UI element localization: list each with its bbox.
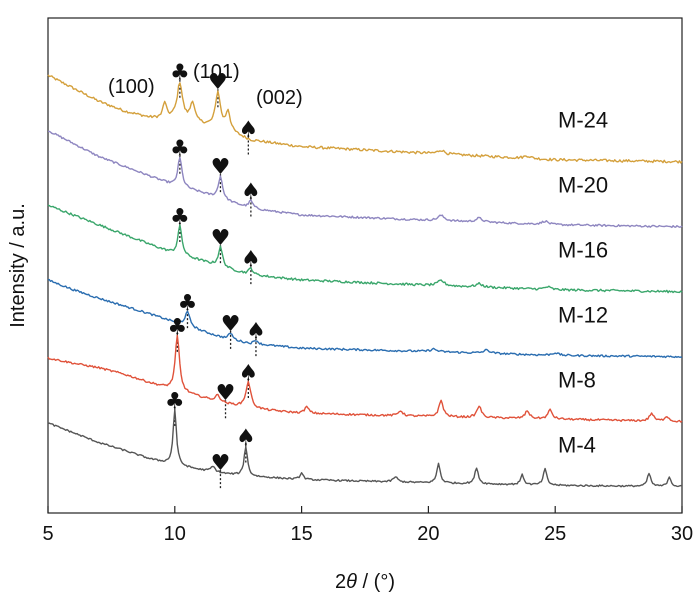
- marker-002-M-4: ♠: [236, 425, 256, 450]
- series-line-M-20: [48, 130, 683, 229]
- marker-100-M-24: ♣: [170, 61, 190, 86]
- x-axis-title-symbol: θ: [346, 571, 357, 593]
- marker-100-M-16: ♣: [170, 205, 190, 230]
- marker-100-M-20: ♣: [170, 137, 190, 162]
- marker-100-M-8: ♣: [167, 315, 187, 340]
- marker-002-M-16: ♠: [241, 247, 261, 272]
- marker-100-M-4: ♣: [165, 389, 185, 414]
- x-tick-label-25: 25: [544, 523, 566, 545]
- peak-index-labels: (100) (101) (002): [108, 61, 303, 109]
- marker-101-M-8: ♥: [216, 381, 236, 406]
- marker-002-M-20: ♠: [241, 180, 261, 205]
- x-tick-label-5: 5: [42, 523, 53, 545]
- y-axis-title: Intensity / a.u.: [7, 203, 29, 328]
- series-label-M-8: M-8: [558, 367, 596, 392]
- series-line-M-16: [47, 204, 683, 294]
- series-labels: M-24 M-20 M-16 M-12 M-8 M-4: [558, 107, 608, 457]
- marker-002-M-8: ♠: [238, 361, 258, 386]
- x-axis-title-suffix: / (°): [357, 571, 395, 593]
- series-label-M-24: M-24: [558, 107, 608, 132]
- marker-101-M-4: ♥: [211, 451, 231, 476]
- series-line-M-12: [47, 278, 683, 359]
- marker-100-M-12: ♣: [178, 291, 198, 316]
- marker-002-M-24: ♠: [238, 117, 258, 142]
- plot-frame: [47, 17, 683, 514]
- marker-101-M-16: ♥: [211, 226, 231, 251]
- x-axis-ticks: 5 10 15 20 25 30: [42, 506, 693, 545]
- x-tick-label-30: 30: [671, 523, 693, 545]
- peak-markers: ♣ ♥♠♣♥♠♣♥♠♣♥ ♠♣♥♠♣♥♠: [165, 61, 266, 476]
- x-axis-title: 2θ / (°): [335, 571, 395, 593]
- marker-002-M-12: ♠: [246, 319, 266, 344]
- marker-101-M-20: ♥: [211, 155, 231, 180]
- peak-label-0: (100): [108, 76, 155, 98]
- x-tick-label-10: 10: [164, 523, 186, 545]
- series-line-M-8: [47, 334, 683, 423]
- peak-label-1: (101): [193, 61, 240, 83]
- x-tick-label-15: 15: [290, 523, 312, 545]
- plot-border: [47, 17, 683, 514]
- marker-101-M-24: ♥: [208, 70, 228, 95]
- peak-label-2: (002): [256, 87, 303, 109]
- series-label-M-4: M-4: [558, 432, 596, 457]
- series-label-M-16: M-16: [558, 237, 608, 262]
- peak-guide-lines: [174, 79, 257, 491]
- marker-101-M-12: ♥: [221, 312, 241, 337]
- x-tick-label-20: 20: [417, 523, 439, 545]
- series-lines: [47, 74, 683, 488]
- series-label-M-20: M-20: [558, 172, 608, 197]
- series-line-M-24: [47, 74, 683, 164]
- series-label-M-12: M-12: [558, 302, 608, 327]
- x-axis-title-prefix: 2: [335, 571, 346, 593]
- series-line-M-4: [47, 409, 683, 488]
